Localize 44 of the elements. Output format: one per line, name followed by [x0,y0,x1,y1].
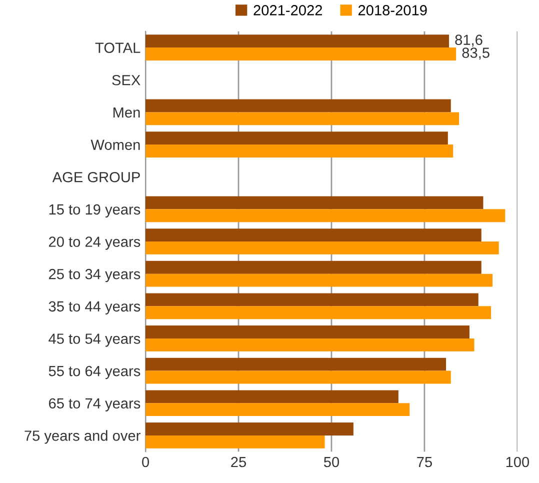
bar [146,338,474,352]
bar [146,293,478,306]
data-label: 81,6 [455,34,482,47]
y-tick-label: Men [114,107,140,118]
bar [146,228,482,242]
bar [146,34,450,48]
bar [146,196,484,210]
x-tick-label: 100 [506,456,530,468]
y-tick-label: 55 to 64 years [48,366,140,380]
x-tick-label: 0 [142,456,150,468]
bar [146,112,460,126]
legend-label: 2018-2019 [358,5,427,16]
y-tick-label: 15 to 19 years [49,204,140,218]
bar [146,435,325,448]
bar [146,48,456,60]
y-tick-label: Women [90,140,140,150]
y-tick-label: 25 to 34 years [48,268,140,282]
bar [146,99,451,112]
bar [146,422,354,436]
bar [146,358,446,371]
bar [146,209,506,222]
x-tick-label: 75 [417,457,432,468]
bar [146,242,499,254]
bar [146,403,410,416]
bar [146,390,398,404]
bar [146,326,470,338]
y-tick-label: 20 to 24 years [48,236,140,250]
legend-label: 2021-2022 [254,5,322,16]
y-tick-label: AGE GROUP [52,172,140,182]
y-tick-label: 65 to 74 years [48,398,140,412]
bar [146,144,454,158]
x-tick-label: 25 [231,456,246,468]
y-tick-label: 75 years and over [24,430,140,444]
y-tick-label: TOTAL [95,42,140,53]
y-tick-label: 35 to 44 years [48,301,140,314]
y-tick-label: SEX [112,74,140,86]
y-tick-label: 45 to 54 years [48,334,140,347]
bar [146,260,482,274]
bar [146,274,493,287]
data-label: 83,5 [462,48,490,60]
bar [146,306,492,320]
bar [146,370,451,384]
x-tick-label: 50 [324,456,340,468]
bar [146,132,448,145]
